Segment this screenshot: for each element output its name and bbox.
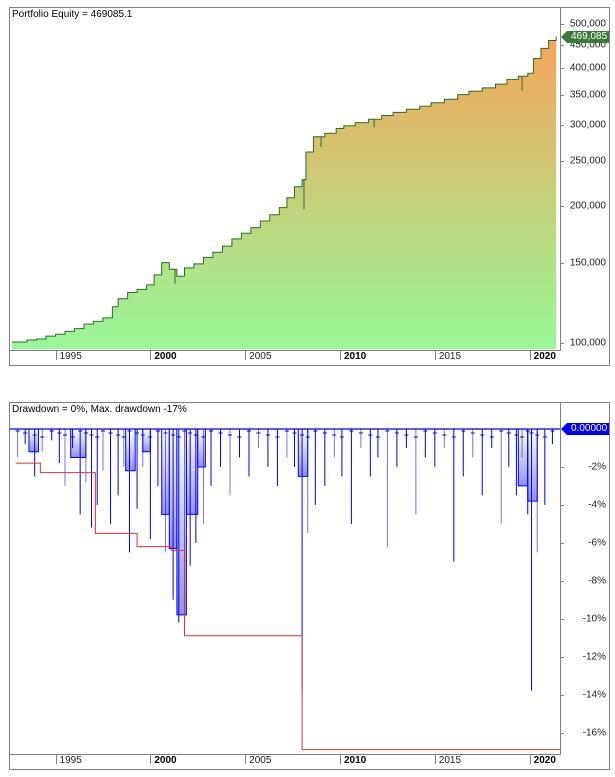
y-tick-mark bbox=[561, 618, 564, 620]
y-tick-label: 500,000 bbox=[569, 18, 606, 30]
equity-title: Portfolio Equity = 469085.1 bbox=[12, 9, 133, 20]
y-tick-mark bbox=[561, 125, 564, 127]
y-tick-mark bbox=[561, 94, 564, 96]
equity-x-axis: 1995 2000 2005 2010 2015 2020 bbox=[10, 350, 561, 366]
equity-y-axis: 500,000 450,000 400,000 350,000 300,000 250,0… bbox=[560, 8, 610, 365]
y-tick-label: -8% bbox=[588, 575, 606, 587]
y-tick-mark bbox=[561, 262, 564, 264]
y-tick-label: -14% bbox=[582, 689, 606, 701]
equity-panel: Portfolio Equity = 469085.1 1995 2000 2005… bbox=[9, 7, 610, 366]
y-tick-label: -2% bbox=[588, 461, 606, 473]
y-tick-mark bbox=[561, 205, 564, 207]
y-tick-mark bbox=[561, 466, 564, 468]
y-tick-mark bbox=[561, 694, 564, 696]
equity-plot-area: Portfolio Equity = 469085.1 bbox=[10, 8, 561, 351]
y-tick-mark bbox=[561, 342, 564, 344]
x-tick-2000: 2000 bbox=[150, 755, 177, 766]
y-tick-label: 200,000 bbox=[569, 200, 606, 212]
drawdown-y-axis: -2% -4% -6% -8% -10% -12% -14% -16% 0.00000 bbox=[560, 403, 610, 769]
current-equity-label: 469,085 bbox=[560, 30, 610, 43]
y-tick-mark bbox=[561, 44, 564, 46]
x-tick-2020: 2020 bbox=[529, 755, 556, 766]
y-tick-label: -12% bbox=[582, 651, 606, 663]
x-tick-1995: 1995 bbox=[55, 755, 82, 766]
drawdown-area-chart bbox=[10, 428, 560, 751]
drawdown-title: Drawdown = 0%, Max. drawdown -17% bbox=[12, 404, 187, 415]
drawdown-plot-area: Drawdown = 0%, Max. drawdown -17% bbox=[10, 403, 561, 755]
y-tick-mark bbox=[561, 580, 564, 582]
x-tick-2020: 2020 bbox=[529, 351, 556, 362]
y-tick-mark bbox=[561, 732, 564, 734]
y-tick-label: 450,000 bbox=[569, 39, 606, 51]
equity-area-chart bbox=[11, 36, 557, 349]
x-tick-2010: 2010 bbox=[340, 755, 366, 766]
y-tick-mark bbox=[561, 161, 564, 163]
y-tick-label: 150,000 bbox=[569, 257, 606, 269]
y-tick-mark bbox=[561, 542, 564, 544]
y-tick-mark bbox=[561, 68, 564, 70]
x-tick-2015: 2015 bbox=[434, 351, 461, 362]
x-tick-2005: 2005 bbox=[245, 351, 271, 362]
current-drawdown-label: 0.00000 bbox=[560, 423, 610, 435]
y-tick-label: -6% bbox=[588, 537, 606, 549]
y-tick-label: 250,000 bbox=[569, 155, 606, 167]
x-tick-1995: 1995 bbox=[55, 351, 82, 362]
y-tick-label: -16% bbox=[582, 727, 606, 739]
drawdown-x-axis: 1995 2000 2005 2010 2015 2020 bbox=[10, 754, 561, 770]
y-tick-mark bbox=[561, 656, 564, 658]
y-tick-label: 350,000 bbox=[569, 89, 606, 101]
x-tick-2000: 2000 bbox=[150, 351, 177, 362]
x-tick-2015: 2015 bbox=[434, 755, 461, 766]
y-tick-label: 100,000 bbox=[569, 337, 606, 349]
drawdown-panel: Drawdown = 0%, Max. drawdown -17% 1995 20… bbox=[9, 402, 610, 770]
y-tick-label: -10% bbox=[582, 613, 606, 625]
y-tick-mark bbox=[561, 23, 564, 25]
y-tick-label: 300,000 bbox=[569, 119, 606, 131]
y-tick-label: -4% bbox=[588, 499, 606, 511]
y-tick-mark bbox=[561, 504, 564, 506]
y-tick-label: 400,000 bbox=[569, 62, 606, 74]
x-tick-2010: 2010 bbox=[340, 351, 366, 362]
x-tick-2005: 2005 bbox=[245, 755, 271, 766]
